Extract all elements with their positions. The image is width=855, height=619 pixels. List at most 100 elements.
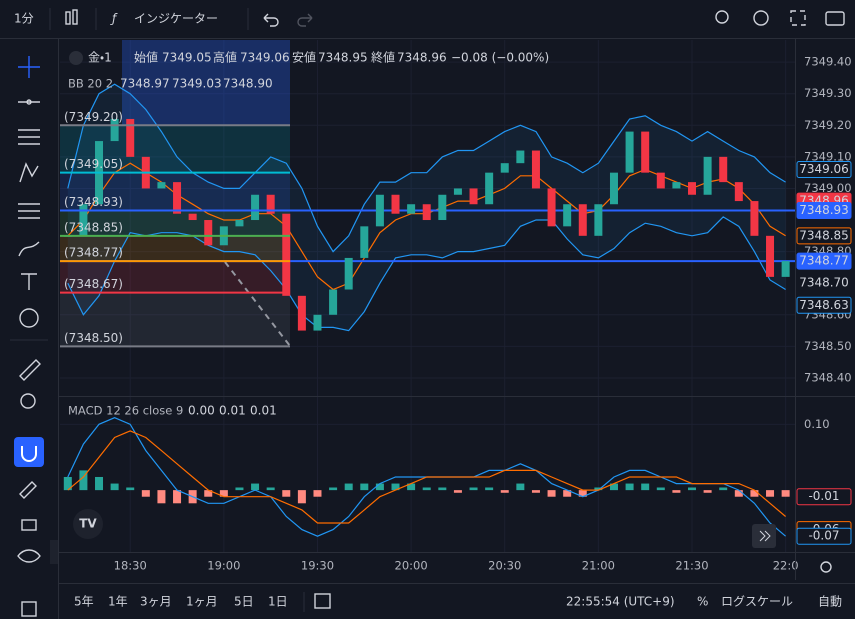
- low-label: 安値: [292, 50, 316, 65]
- macd-histogram-bar: [656, 487, 665, 491]
- macd-histogram-bar: [251, 483, 260, 491]
- price-tag-label: -0.07: [808, 529, 839, 543]
- x-tick-label: 19:30: [301, 559, 334, 573]
- percent-button[interactable]: %: [697, 595, 708, 609]
- price-tag-label: 7349.06: [799, 162, 849, 176]
- macd-histogram-bar: [609, 483, 618, 491]
- range-button[interactable]: 1年: [108, 595, 128, 609]
- macd-histogram-bar: [485, 487, 494, 491]
- settings-button[interactable]: [753, 10, 769, 26]
- macd-histogram-bar: [63, 476, 72, 491]
- range-button[interactable]: 1日: [268, 595, 288, 609]
- price-tag-label: 7348.93: [799, 203, 849, 217]
- interval-button[interactable]: 1分: [14, 12, 34, 26]
- macd-histogram-bar: [469, 487, 478, 491]
- y-tick-label: 7348.40: [804, 370, 852, 384]
- fib-tool[interactable]: [18, 129, 40, 145]
- candle: [251, 194, 260, 221]
- measure-tool[interactable]: [19, 359, 41, 381]
- selection-area: [122, 40, 290, 126]
- source-badge: [69, 51, 83, 65]
- macd-histogram-bar: [110, 483, 119, 491]
- candle: [734, 182, 743, 202]
- candle: [173, 182, 182, 214]
- delete-tool[interactable]: [21, 601, 37, 617]
- crosshair-tool[interactable]: [18, 56, 40, 78]
- range-button[interactable]: 1ヶ月: [186, 595, 218, 609]
- auto-scale-button[interactable]: 自動: [818, 595, 842, 609]
- fib-zone: [60, 292, 290, 347]
- magnet-tool[interactable]: [14, 437, 44, 467]
- bb-upper-value: 7349.03: [172, 77, 222, 91]
- macd-histogram-bar: [313, 490, 322, 497]
- macd-histogram-bar: [173, 490, 182, 504]
- range-button[interactable]: 5年: [74, 595, 94, 609]
- candle: [531, 150, 540, 189]
- candle: [407, 204, 416, 214]
- candle: [516, 150, 525, 164]
- text-tool[interactable]: [21, 273, 37, 290]
- prediction-tool[interactable]: [18, 203, 40, 219]
- search-button[interactable]: [715, 10, 729, 24]
- candle: [750, 201, 759, 236]
- range-button[interactable]: 5日: [234, 595, 254, 609]
- y-tick-label: 0.10: [804, 417, 830, 431]
- candle: [235, 220, 244, 227]
- macd-histogram-bar: [547, 490, 556, 497]
- macd-label: MACD 12 26 close 9: [68, 404, 183, 418]
- lock-draw-tool[interactable]: [19, 481, 37, 499]
- fib-label: (7348.85): [64, 220, 123, 234]
- candle: [188, 213, 197, 221]
- y-tick-label: 7349.20: [804, 118, 852, 132]
- redo-button[interactable]: [297, 13, 313, 27]
- lock-tool[interactable]: [21, 519, 37, 531]
- emoji-tool[interactable]: [19, 308, 39, 328]
- pattern-tool[interactable]: [19, 162, 39, 183]
- collapse-toggle[interactable]: [50, 540, 58, 564]
- snapshot-button[interactable]: [825, 11, 845, 26]
- signal-line: [67, 430, 786, 524]
- indicators-button[interactable]: インジケーター: [134, 12, 218, 26]
- macd-histogram-bar: [641, 483, 650, 491]
- macd-histogram-bar: [126, 487, 135, 491]
- macd-histogram-bar: [500, 490, 509, 493]
- candle: [157, 182, 166, 189]
- macd-histogram-bar: [531, 490, 540, 493]
- brush-tool[interactable]: [18, 241, 40, 257]
- candle: [126, 118, 135, 157]
- zoom-tool[interactable]: [20, 393, 36, 409]
- fib-label: (7348.93): [64, 195, 123, 209]
- visibility-tool[interactable]: [17, 549, 41, 563]
- x-tick-label: 20:30: [488, 559, 521, 573]
- scroll-to-latest[interactable]: [752, 524, 776, 548]
- scroll-icon: [759, 530, 771, 542]
- fullscreen-button[interactable]: [790, 10, 806, 26]
- range-button[interactable]: 3ヶ月: [140, 595, 172, 609]
- goto-date-button[interactable]: [314, 593, 331, 609]
- trendline-tool[interactable]: [18, 99, 40, 105]
- high-label: 高値: [213, 50, 237, 65]
- price-tag: [796, 296, 852, 314]
- undo-button[interactable]: [263, 13, 279, 27]
- log-scale-button[interactable]: ログスケール: [721, 595, 793, 609]
- high-value: 7349.06: [240, 51, 290, 65]
- macd-histogram-bar: [422, 487, 431, 491]
- axis-settings[interactable]: [820, 561, 832, 573]
- bottom-bar: 5年 1年 3ヶ月 1ヶ月 5日 1日 22:55:54 (UTC+9) % ログスケール…: [59, 583, 855, 612]
- projection-line: [224, 261, 291, 347]
- candle: [313, 314, 322, 331]
- macd-histogram-bar: [719, 487, 728, 491]
- fib-label: (7349.05): [64, 157, 123, 171]
- candle: [781, 261, 790, 277]
- macd-histogram-bar: [204, 490, 213, 497]
- x-tick-label: 21:00: [582, 559, 615, 573]
- open-value: 7349.05: [162, 51, 212, 65]
- candle: [719, 156, 728, 183]
- macd-histogram-bar: [219, 490, 228, 497]
- chart-type-button[interactable]: [65, 9, 78, 25]
- candle: [453, 188, 462, 195]
- macd-histogram-bar: [297, 490, 306, 504]
- indicator-icon[interactable]: ƒ: [110, 12, 118, 26]
